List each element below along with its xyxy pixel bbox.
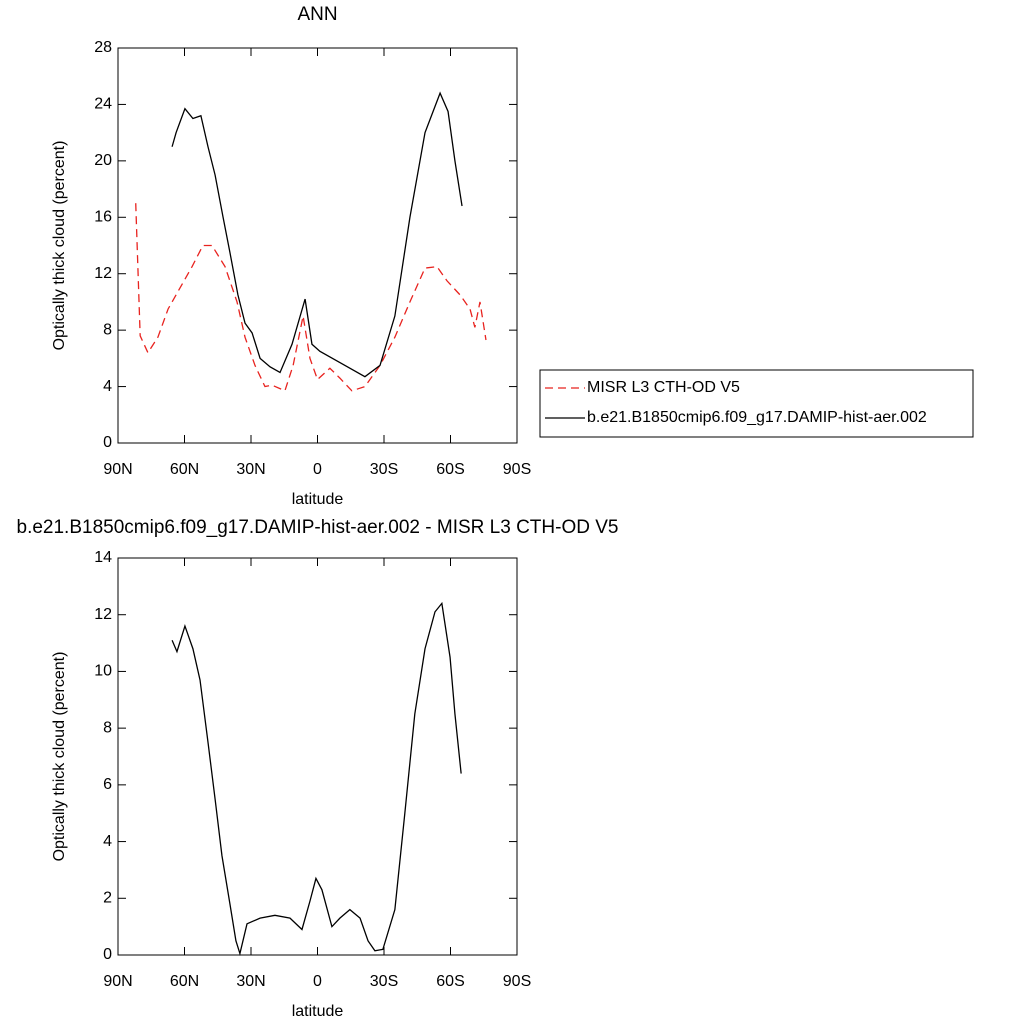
data-line bbox=[171, 601, 462, 957]
legend-label: MISR L3 CTH-OD V5 bbox=[587, 379, 740, 396]
x-tick-label: 60S bbox=[436, 461, 464, 478]
y-axis-label: Optically thick cloud (percent) bbox=[51, 652, 68, 862]
x-tick-label: 30N bbox=[236, 973, 265, 990]
legend-label: b.e21.B1850cmip6.f09_g17.DAMIP-hist-aer.… bbox=[587, 409, 927, 426]
x-tick-label: 90S bbox=[503, 461, 531, 478]
y-tick-label: 20 bbox=[94, 152, 112, 169]
y-tick-label: 24 bbox=[94, 96, 112, 113]
plot-frame bbox=[117, 557, 518, 956]
x-tick-label: 0 bbox=[313, 461, 322, 478]
x-tick-label: 0 bbox=[313, 973, 322, 990]
x-tick-label: 90S bbox=[503, 973, 531, 990]
y-tick-label: 4 bbox=[103, 833, 112, 850]
y-tick-label: 6 bbox=[103, 776, 112, 793]
y-tick-label: 12 bbox=[94, 265, 112, 282]
y-tick-label: 14 bbox=[94, 549, 112, 566]
y-tick-label: 12 bbox=[94, 606, 112, 623]
x-tick-label: 60S bbox=[436, 973, 464, 990]
x-tick-label: 60N bbox=[170, 461, 199, 478]
y-axis-label: Optically thick cloud (percent) bbox=[51, 141, 68, 351]
x-tick-label: 30N bbox=[236, 461, 265, 478]
y-tick-label: 28 bbox=[94, 39, 112, 56]
y-tick-label: 0 bbox=[103, 946, 112, 963]
data-line bbox=[171, 91, 463, 378]
panel: b.e21.B1850cmip6.f09_g17.DAMIP-hist-aer.… bbox=[17, 517, 619, 1020]
x-tick-label: 60N bbox=[170, 973, 199, 990]
y-tick-label: 4 bbox=[103, 378, 112, 395]
y-tick-label: 8 bbox=[103, 719, 112, 736]
panel: ANN 0 4 8 12 16 20 24 28 90N 60N 30N 0 30S 60S 90S latit… bbox=[51, 4, 974, 508]
x-tick-label: 90N bbox=[103, 461, 132, 478]
data-line bbox=[135, 203, 487, 392]
x-axis-label: latitude bbox=[292, 491, 344, 508]
y-tick-label: 16 bbox=[94, 209, 112, 226]
y-tick-label: 10 bbox=[94, 663, 112, 680]
x-tick-label: 90N bbox=[103, 973, 132, 990]
x-tick-label: 30S bbox=[370, 461, 398, 478]
y-tick-label: 2 bbox=[103, 890, 112, 907]
x-tick-label: 30S bbox=[370, 973, 398, 990]
plot-frame bbox=[117, 47, 518, 444]
legend-box bbox=[539, 369, 974, 438]
chart-title: b.e21.B1850cmip6.f09_g17.DAMIP-hist-aer.… bbox=[17, 517, 619, 538]
chart-title: ANN bbox=[297, 4, 337, 25]
x-axis-label: latitude bbox=[292, 1003, 344, 1020]
y-tick-label: 8 bbox=[103, 321, 112, 338]
y-tick-label: 0 bbox=[103, 434, 112, 451]
